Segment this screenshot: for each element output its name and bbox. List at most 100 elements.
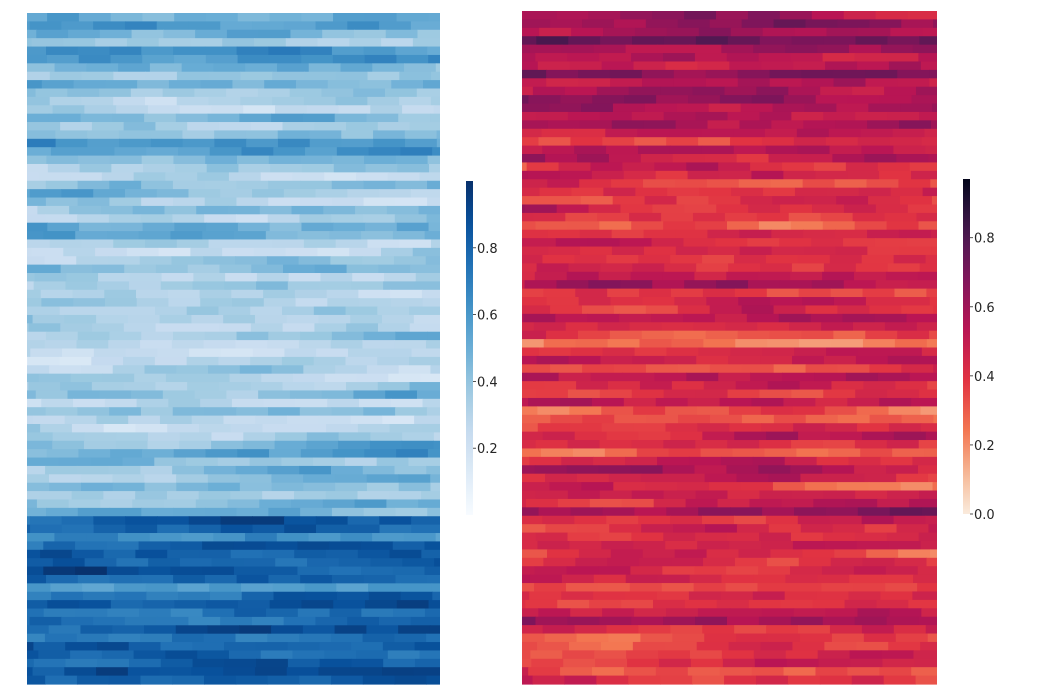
heatmap-cell <box>928 524 937 534</box>
heatmap-cell <box>75 566 108 576</box>
heatmap-cell <box>382 415 415 425</box>
heatmap-cell <box>748 204 781 214</box>
heatmap-cell <box>566 465 600 475</box>
heatmap-cell <box>569 423 603 433</box>
heatmap-cell <box>768 633 801 643</box>
heatmap-cell <box>399 583 433 593</box>
heatmap-cell <box>538 137 572 147</box>
heatmap-cell <box>655 397 689 407</box>
heatmap-cell <box>27 205 38 215</box>
heatmap-cell <box>391 80 424 90</box>
heatmap-cell <box>303 482 336 492</box>
heatmap-cell <box>597 322 631 332</box>
heatmap-cell <box>865 297 899 307</box>
heatmap-cell <box>697 61 730 71</box>
heatmap-cell <box>535 490 569 500</box>
heatmap-cell <box>167 549 200 559</box>
heatmap-cell <box>347 516 380 526</box>
heatmap-cell <box>241 583 274 593</box>
heatmap-cell <box>885 271 919 281</box>
heatmap-cell <box>780 599 814 609</box>
heatmap-cell <box>424 566 440 576</box>
heatmap-cell <box>300 197 333 207</box>
heatmap-cell <box>574 515 607 525</box>
heatmap-cell <box>395 180 428 190</box>
heatmap-cell <box>671 381 705 391</box>
heatmap-cell <box>663 440 696 450</box>
heatmap-cell <box>95 38 128 48</box>
heatmap-cell <box>854 616 888 626</box>
heatmap-cell <box>714 313 748 323</box>
heatmap-cell <box>597 212 630 222</box>
heatmap-cell <box>887 263 921 273</box>
heatmap-cell <box>858 27 891 37</box>
heatmap-cell <box>861 254 895 264</box>
heatmap-cell <box>522 246 549 256</box>
heatmap-cell <box>392 541 426 551</box>
heatmap-cell <box>537 423 571 433</box>
heatmap-cell <box>432 591 440 601</box>
heatmap-cell <box>542 254 575 264</box>
heatmap-cell <box>63 38 96 48</box>
heatmap-cell <box>124 189 158 199</box>
heatmap-cell <box>331 197 365 207</box>
heatmap-cell <box>684 599 718 609</box>
heatmap-cell <box>748 280 781 290</box>
heatmap-cell <box>43 541 76 551</box>
heatmap-cell <box>33 658 67 668</box>
heatmap-cell <box>338 440 371 450</box>
heatmap-cell <box>156 189 190 199</box>
heatmap-cell <box>303 365 336 375</box>
heatmap-cell <box>86 533 119 543</box>
heatmap-cell <box>522 583 535 593</box>
heatmap-cell <box>826 347 859 357</box>
heatmap-cell <box>424 541 440 551</box>
heatmap-cell <box>256 281 289 291</box>
heatmap-cell <box>426 465 440 475</box>
heatmap-cell <box>135 549 168 559</box>
heatmap-cell <box>886 440 920 450</box>
heatmap-cell <box>737 330 771 340</box>
heatmap-cell <box>593 44 627 54</box>
heatmap-cell <box>534 271 568 281</box>
heatmap-cell <box>191 415 225 425</box>
heatmap-cell <box>36 499 70 509</box>
heatmap-cell <box>390 398 424 408</box>
heatmap-cell <box>362 340 395 350</box>
heatmap-cell <box>890 187 924 197</box>
heatmap-cell <box>172 180 206 190</box>
heatmap-cell <box>188 616 221 626</box>
heatmap-cell <box>315 189 348 199</box>
heatmap-cell <box>625 456 658 466</box>
heatmap-cell <box>197 172 230 182</box>
heatmap-cell <box>750 162 783 172</box>
heatmap-cell <box>740 196 773 206</box>
heatmap-cell <box>639 381 673 391</box>
heatmap-cell <box>847 397 880 407</box>
heatmap-cell <box>378 264 411 274</box>
heatmap-cell <box>426 214 440 224</box>
heatmap-cell <box>207 113 240 123</box>
heatmap-cell <box>68 29 101 39</box>
heatmap-cell <box>801 78 835 88</box>
heatmap-cell <box>276 533 310 543</box>
heatmap-cell <box>109 46 142 56</box>
colorbar-rocket: 0.00.20.40.60.8 <box>963 179 995 523</box>
heatmap-cell <box>772 196 805 206</box>
heatmap-cell <box>27 63 56 73</box>
heatmap-cell <box>71 549 105 559</box>
heatmap-cell <box>315 516 349 526</box>
heatmap-cell <box>830 431 863 441</box>
heatmap-cell <box>97 658 130 668</box>
heatmap-cell <box>812 599 846 609</box>
heatmap-cell <box>815 95 849 105</box>
heatmap-cell <box>147 432 181 442</box>
heatmap-cell <box>361 608 394 618</box>
heatmap-cell <box>736 473 770 483</box>
heatmap-cell <box>136 289 169 299</box>
heatmap-cell <box>283 189 317 199</box>
heatmap-cell <box>695 221 728 231</box>
heatmap-cell <box>199 423 232 433</box>
heatmap-cell <box>522 658 532 668</box>
heatmap-cell <box>356 650 389 660</box>
